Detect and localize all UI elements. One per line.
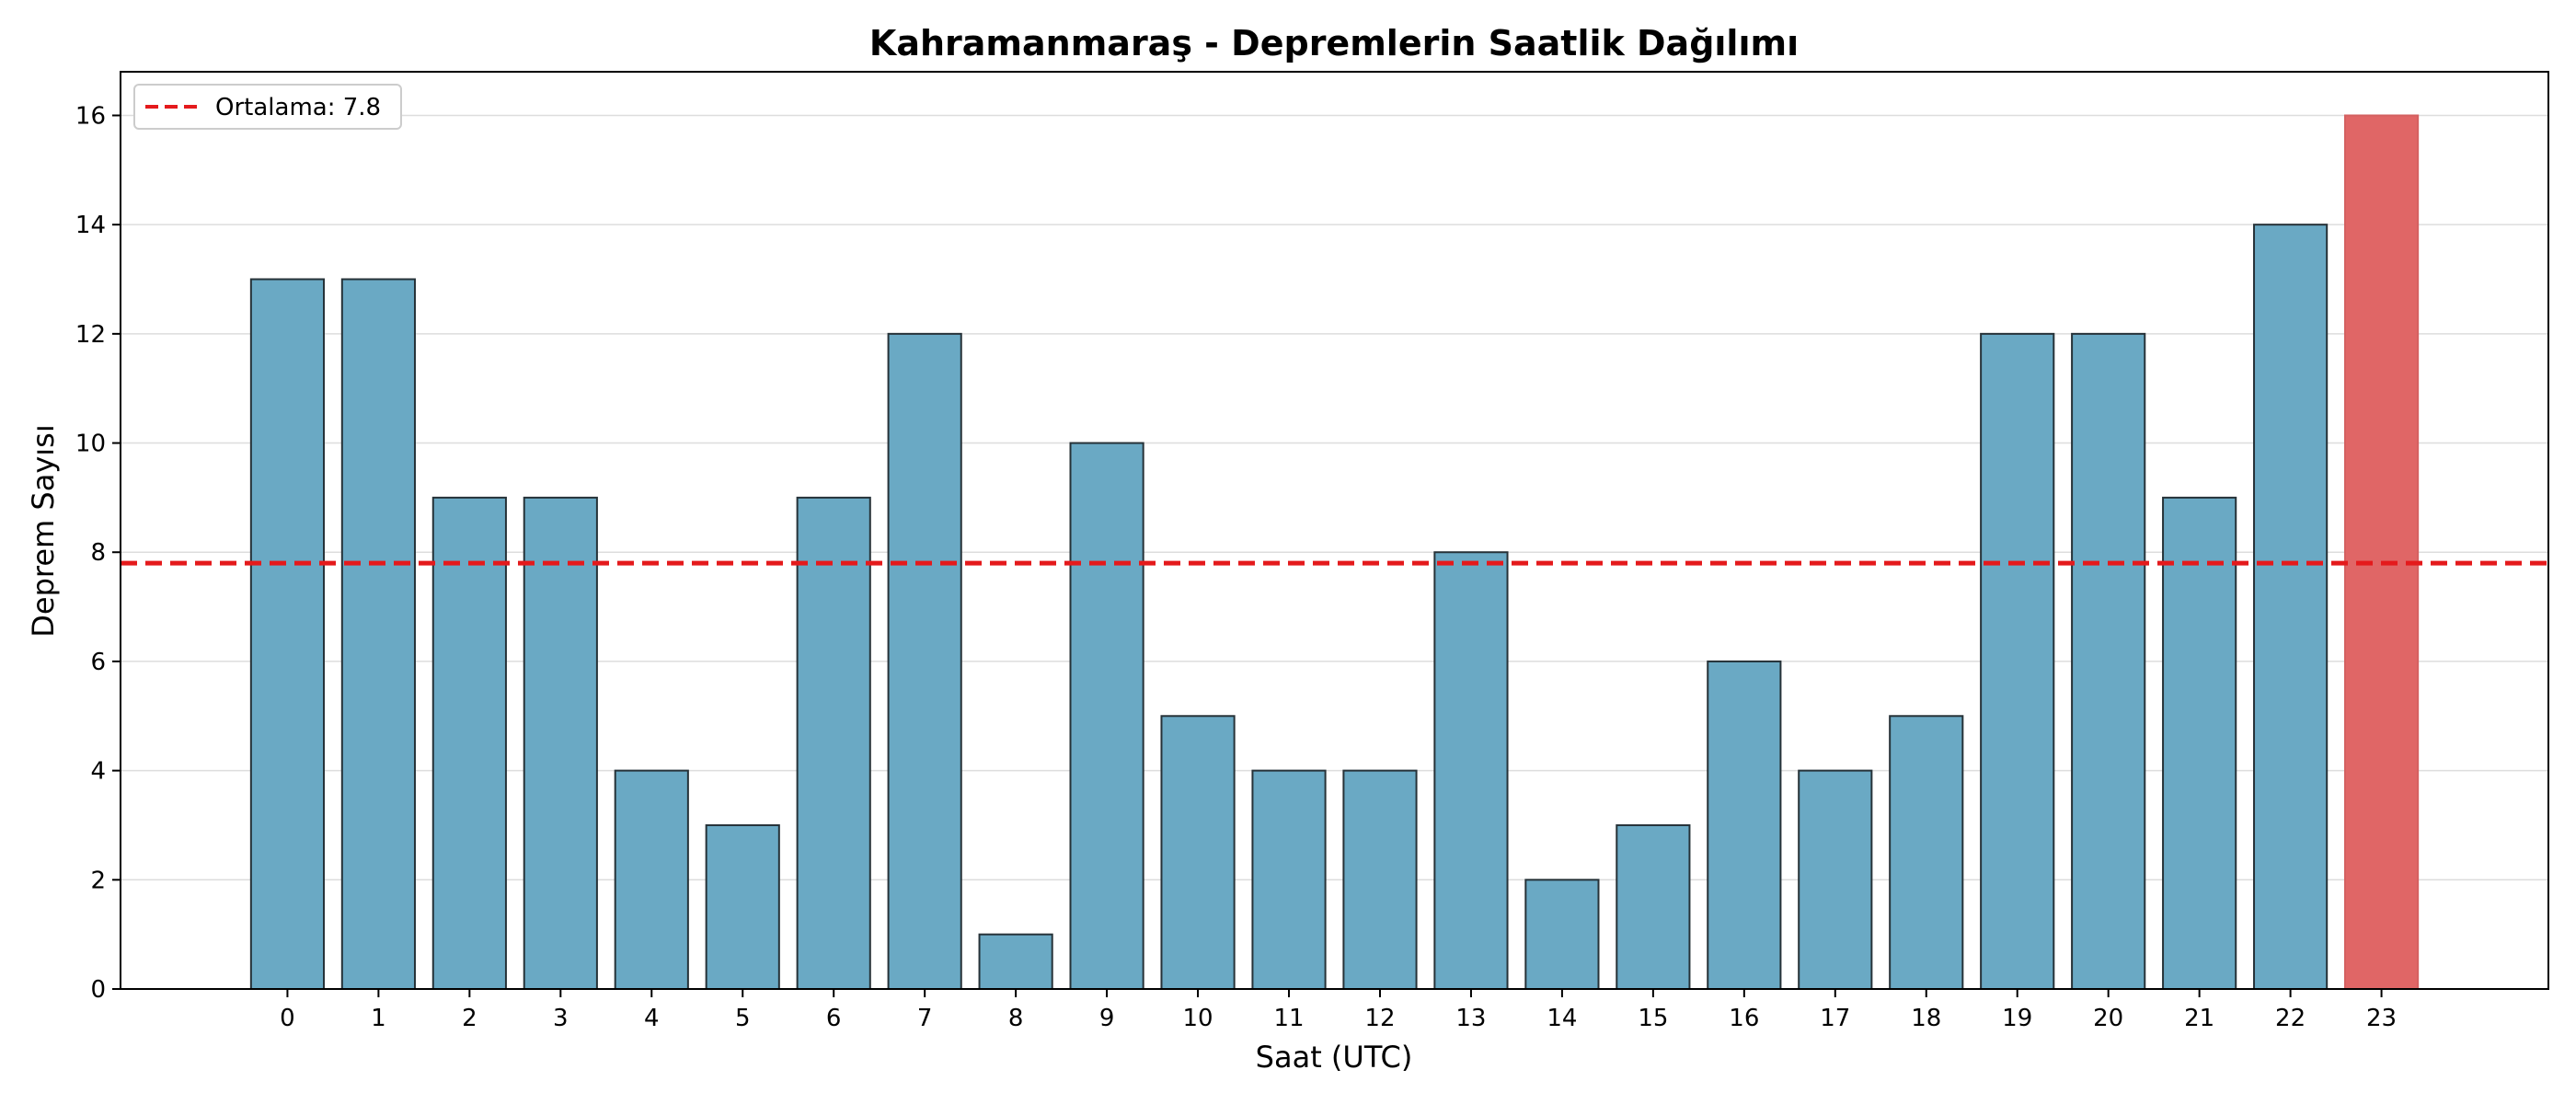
y-tick-label: 2 xyxy=(90,867,106,894)
bar xyxy=(431,496,507,990)
plot-frame xyxy=(120,71,2549,990)
bar xyxy=(1160,715,1236,990)
x-tick-label: 15 xyxy=(1638,1005,1668,1032)
x-tick-label: 7 xyxy=(917,1005,933,1032)
x-axis-label: Saat (UTC) xyxy=(1256,1040,1413,1075)
y-axis-ticks: 0 2 4 6 8 10 12 14 16 xyxy=(75,102,121,1004)
bar xyxy=(1616,823,1691,991)
x-tick-label: 19 xyxy=(2002,1005,2032,1032)
y-tick-label: 8 xyxy=(90,539,106,567)
y-tick-label: 4 xyxy=(90,758,106,786)
bar xyxy=(1069,442,1144,990)
bars xyxy=(249,114,2420,991)
y-tick-label: 0 xyxy=(90,976,106,1004)
x-tick-label: 10 xyxy=(1183,1005,1213,1032)
bar xyxy=(2162,496,2237,990)
legend-mean-label: Ortalama: 7.8 xyxy=(215,94,381,121)
y-tick-label: 16 xyxy=(75,102,106,130)
bar xyxy=(249,278,326,990)
x-tick-label: 2 xyxy=(462,1005,477,1032)
x-tick-label: 23 xyxy=(2366,1005,2397,1032)
bar xyxy=(705,823,780,991)
bar xyxy=(523,496,598,990)
x-tick-label: 18 xyxy=(1911,1005,1941,1032)
bar xyxy=(887,332,962,991)
y-tick-label: 10 xyxy=(75,431,106,458)
bar xyxy=(1524,879,1600,990)
x-tick-label: 5 xyxy=(735,1005,751,1032)
x-tick-label: 20 xyxy=(2093,1005,2123,1032)
x-tick-label: 16 xyxy=(1729,1005,1759,1032)
x-tick-label: 4 xyxy=(644,1005,660,1032)
x-tick-label: 12 xyxy=(1364,1005,1395,1032)
bar xyxy=(1798,769,1873,990)
x-tick-label: 0 xyxy=(280,1005,295,1032)
x-tick-label: 11 xyxy=(1273,1005,1304,1032)
bar xyxy=(1342,769,1418,990)
x-tick-label: 21 xyxy=(2184,1005,2214,1032)
y-tick-label: 12 xyxy=(75,321,106,349)
x-tick-label: 1 xyxy=(371,1005,386,1032)
bar xyxy=(1433,551,1509,990)
bar xyxy=(1889,715,1964,990)
x-tick-label: 22 xyxy=(2275,1005,2306,1032)
x-tick-label: 9 xyxy=(1099,1005,1115,1032)
bar xyxy=(2071,332,2146,991)
legend: Ortalama: 7.8 xyxy=(133,84,402,130)
x-tick-label: 14 xyxy=(1547,1005,1577,1032)
bar xyxy=(340,278,416,990)
x-tick-label: 8 xyxy=(1008,1005,1024,1032)
bar xyxy=(1251,769,1327,990)
legend-box xyxy=(133,84,402,130)
bar xyxy=(1980,332,2055,991)
bar xyxy=(1707,660,1782,991)
bar xyxy=(978,933,1053,991)
x-tick-label: 6 xyxy=(826,1005,842,1032)
chart-title: Kahramanmaraş - Depremlerin Saatlik Dağı… xyxy=(869,23,1799,63)
bar xyxy=(2253,224,2329,990)
bar xyxy=(614,769,689,990)
x-tick-label: 17 xyxy=(1820,1005,1850,1032)
bar xyxy=(2343,114,2420,990)
y-tick-label: 14 xyxy=(75,212,106,239)
x-tick-label: 3 xyxy=(553,1005,569,1032)
y-axis-label: Deprem Sayısı xyxy=(26,424,61,637)
bar xyxy=(796,496,871,990)
x-axis-ticks: 0 1 2 3 4 5 6 7 8 9 10 11 12 13 14 15 16 17 18 19 20 21 22 23 xyxy=(280,989,2397,1032)
y-tick-label: 6 xyxy=(90,649,106,676)
x-tick-label: 13 xyxy=(1455,1005,1486,1032)
